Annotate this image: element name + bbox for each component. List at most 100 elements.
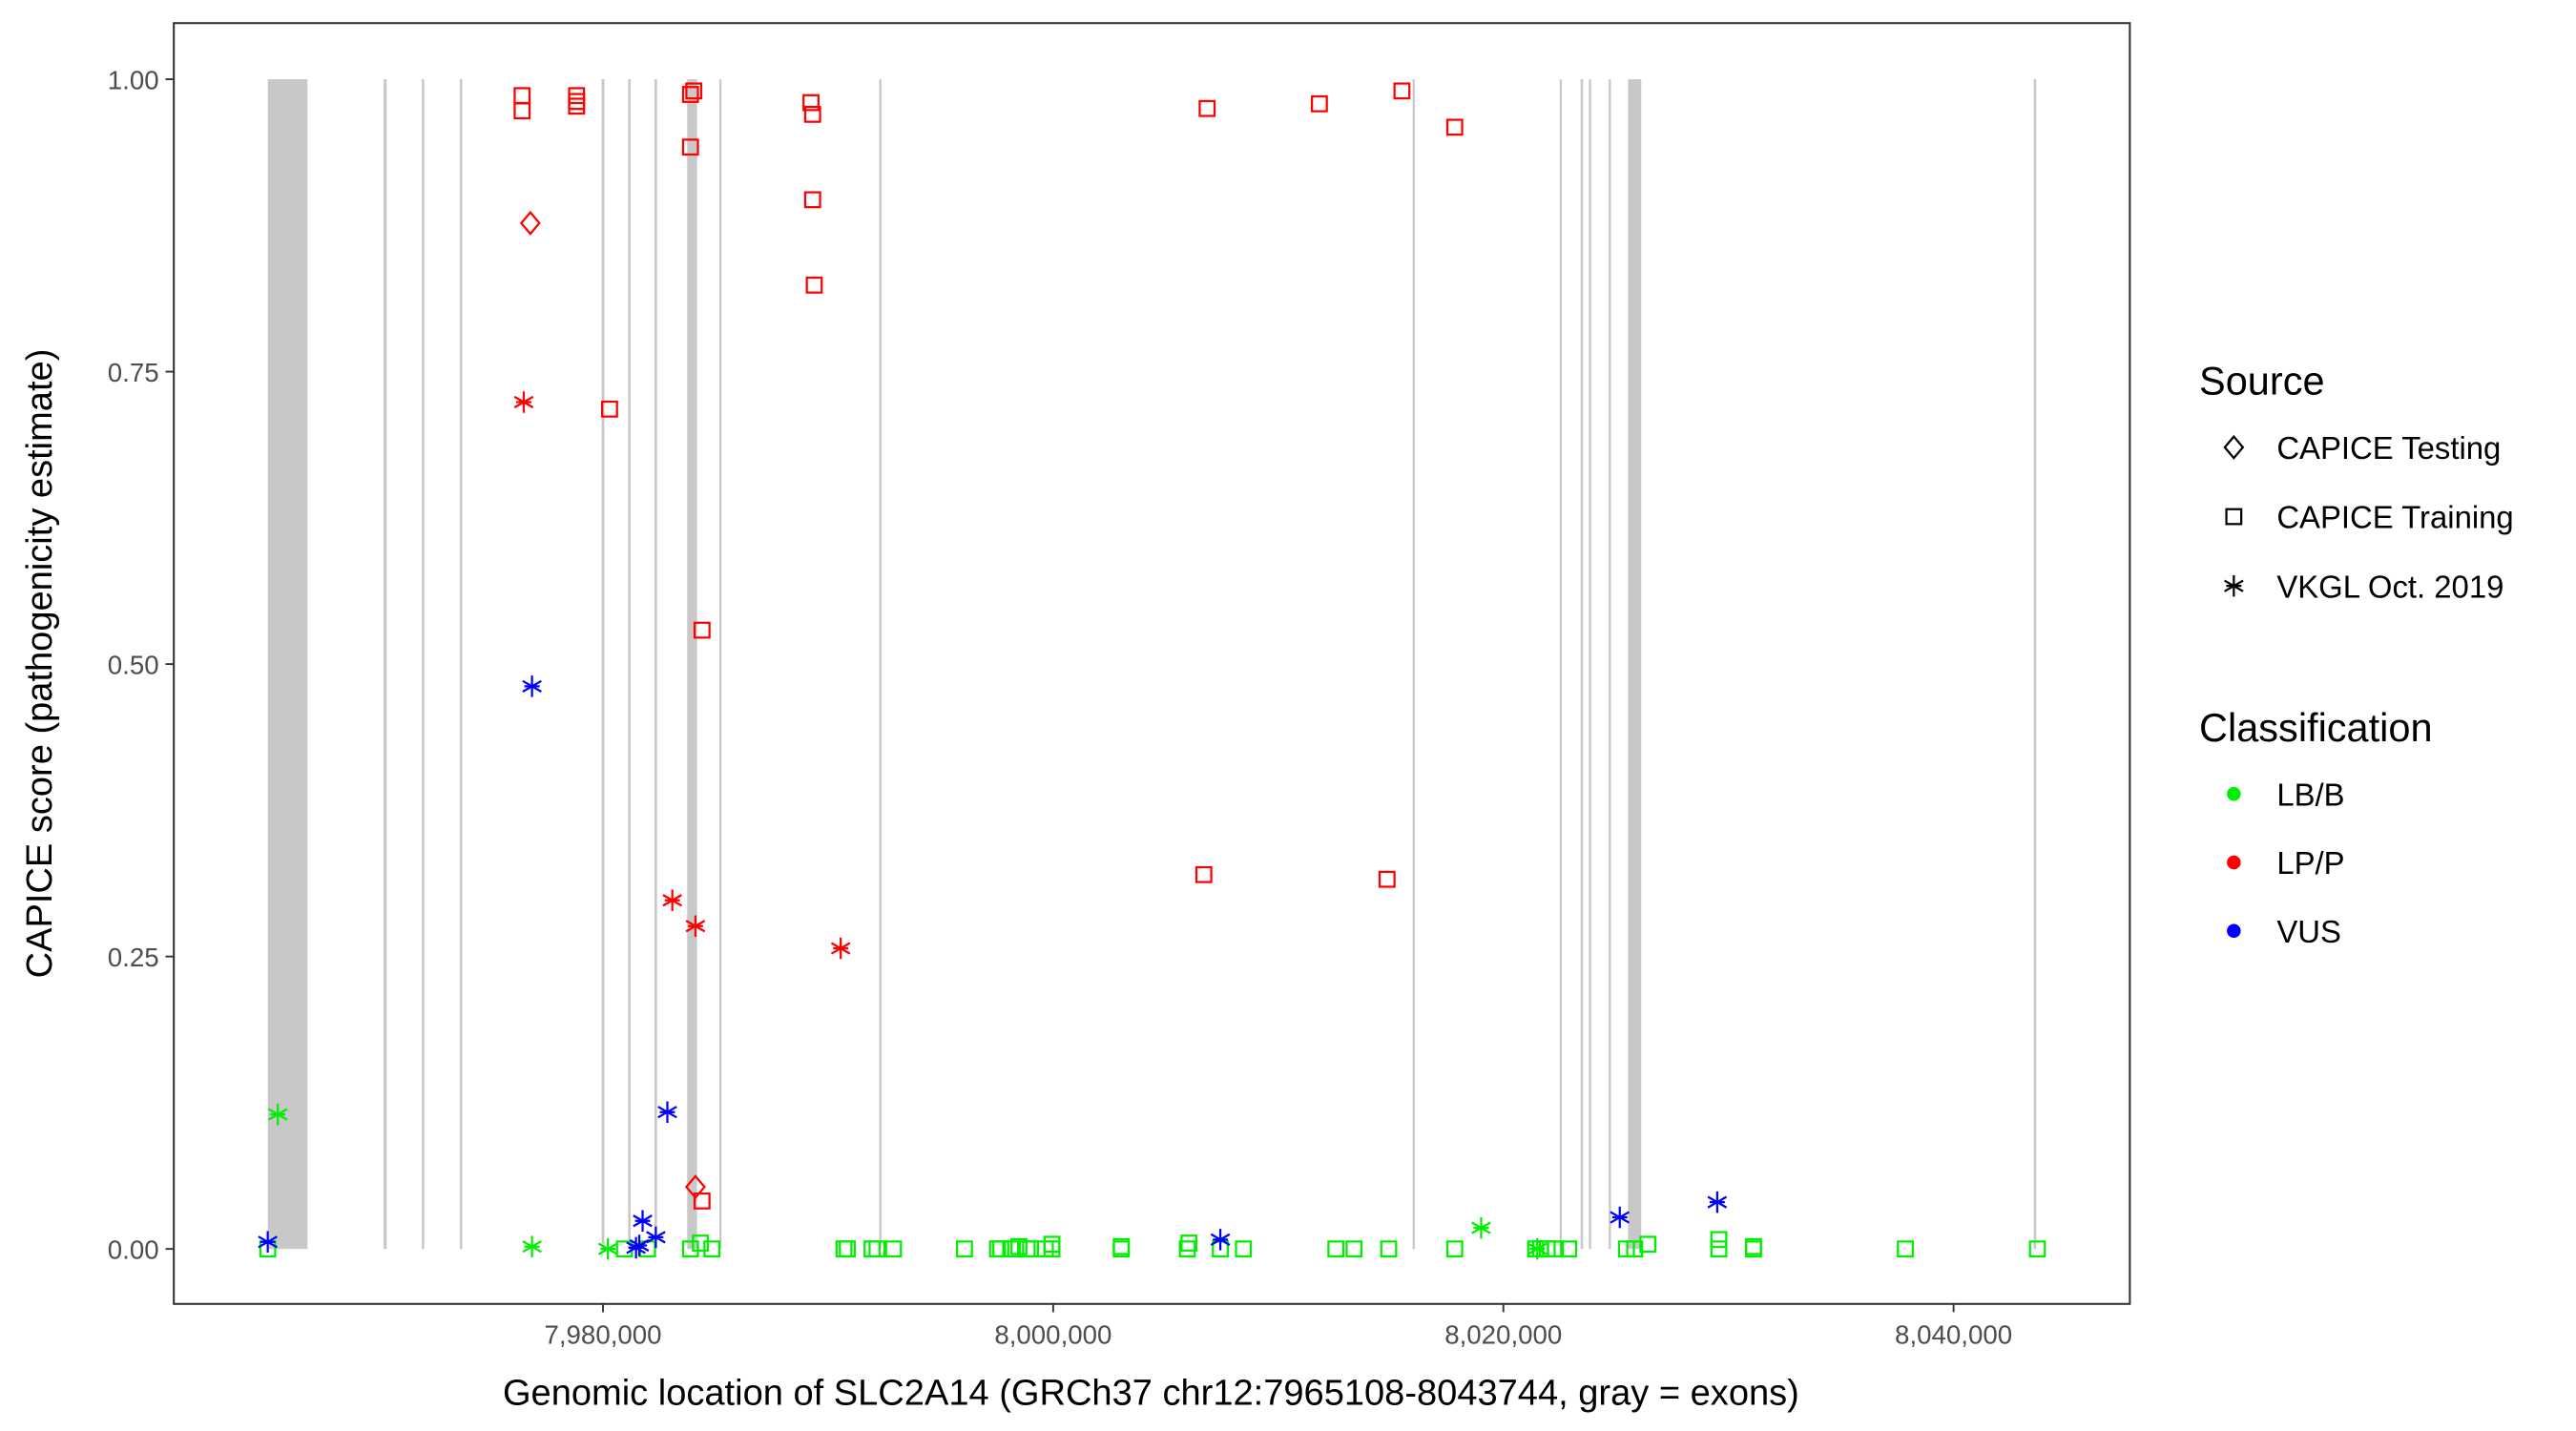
- exon-band: [422, 79, 425, 1250]
- data-point-training: [1639, 1235, 1657, 1254]
- exon-band: [1628, 79, 1642, 1250]
- data-point-training: [955, 1240, 973, 1258]
- data-point-vkgl: [633, 1210, 653, 1232]
- data-point-training: [681, 1240, 699, 1258]
- data-point-training: [1547, 1240, 1565, 1258]
- data-point-training: [1345, 1240, 1363, 1258]
- exon-band: [1412, 79, 1415, 1250]
- data-point-training: [1445, 1240, 1464, 1258]
- data-point-training: [681, 138, 699, 156]
- data-point-training: [1393, 82, 1411, 100]
- exon-band: [1609, 79, 1611, 1250]
- x-tick-label: 8,040,000: [1895, 1319, 2012, 1349]
- data-point-training: [839, 1240, 856, 1258]
- data-point-training: [805, 276, 823, 294]
- data-point-training: [1195, 865, 1213, 883]
- data-point-training: [568, 97, 586, 115]
- data-point-training: [513, 102, 531, 120]
- data-point-vkgl: [685, 915, 706, 938]
- data-point-training: [1327, 1240, 1345, 1258]
- exon-band: [879, 79, 882, 1250]
- data-point-training: [1710, 1231, 1728, 1249]
- x-axis-title: Genomic location of SLC2A14 (GRCh37 chr1…: [503, 1373, 1799, 1413]
- x-tick-label: 7,980,000: [544, 1319, 661, 1349]
- data-point-vkgl: [522, 1235, 542, 1257]
- data-point-vkgl: [1610, 1206, 1631, 1229]
- data-point-training: [601, 400, 618, 418]
- legend-title-source: Source: [2199, 358, 2325, 403]
- y-tick-label: 0.50: [108, 650, 159, 679]
- data-point-training: [1560, 1240, 1578, 1258]
- legend-key-dot-icon: [2227, 923, 2241, 939]
- data-point-training: [1745, 1240, 1762, 1258]
- data-point-vkgl: [662, 889, 682, 912]
- data-points: [258, 82, 2046, 1260]
- exon-band: [383, 79, 387, 1250]
- exon-band: [1580, 79, 1584, 1250]
- data-point-training: [1112, 1237, 1131, 1255]
- data-point-training: [1378, 870, 1396, 888]
- legend-key-dot-icon: [2227, 786, 2241, 801]
- exon-band: [1589, 79, 1591, 1250]
- legend-title-classification: Classification: [2199, 705, 2433, 750]
- exon-band: [654, 79, 657, 1250]
- y-axis-ticks: 0.00 0.25 0.50 0.75 1.00: [108, 65, 175, 1265]
- exon-band: [718, 79, 722, 1250]
- data-point-vkgl: [1707, 1191, 1728, 1213]
- data-point-vkgl: [522, 675, 542, 697]
- exon-band: [687, 79, 697, 1250]
- legend-key-dot-icon: [2227, 855, 2241, 870]
- data-point-training: [703, 1240, 721, 1258]
- data-point-training: [693, 1192, 711, 1210]
- exon-band: [1559, 79, 1562, 1250]
- data-point-training: [1180, 1234, 1198, 1252]
- exon-band: [2033, 79, 2037, 1250]
- data-point-vkgl: [646, 1226, 666, 1249]
- data-point-vkgl: [1527, 1237, 1548, 1260]
- legend-label-classification: LP/P: [2276, 845, 2344, 881]
- data-point-training: [1178, 1240, 1196, 1258]
- data-point-training: [1897, 1240, 1914, 1258]
- data-point-training: [1235, 1240, 1253, 1258]
- data-point-testing: [684, 1174, 706, 1200]
- data-point-vkgl: [1471, 1216, 1491, 1239]
- y-axis-title: CAPICE score (pathogenicity estimate): [20, 349, 60, 979]
- data-point-training: [1710, 1240, 1728, 1258]
- data-point-vkgl: [597, 1237, 618, 1260]
- exon-band: [601, 79, 605, 1250]
- data-point-vkgl: [1210, 1229, 1231, 1251]
- data-point-training: [803, 191, 821, 209]
- data-point-training: [2028, 1240, 2046, 1258]
- data-point-vkgl: [657, 1101, 677, 1123]
- legend-label-source: CAPICE Training: [2276, 500, 2513, 535]
- y-tick-label: 0.75: [108, 358, 159, 387]
- legend-key-diamond-icon: [2223, 434, 2245, 460]
- data-point-training: [681, 86, 699, 103]
- data-point-vkgl: [513, 391, 534, 413]
- y-tick-label: 1.00: [108, 65, 159, 94]
- x-axis-ticks: 7,980,000 8,000,000 8,020,000 8,040,000: [544, 1303, 2012, 1349]
- data-point-training: [1445, 118, 1464, 136]
- data-point-training: [1380, 1240, 1398, 1258]
- x-tick-label: 8,000,000: [994, 1319, 1111, 1349]
- exon-band: [267, 79, 308, 1250]
- data-point-vkgl: [830, 937, 851, 960]
- data-point-training: [1198, 99, 1216, 117]
- legend-label-source: VKGL Oct. 2019: [2276, 569, 2503, 604]
- data-point-vkgl: [629, 1234, 650, 1256]
- data-point-testing: [519, 210, 541, 236]
- data-point-training: [693, 621, 711, 639]
- data-point-training: [1626, 1240, 1644, 1258]
- data-point-training: [692, 1234, 710, 1252]
- legend-key-square-icon: [2225, 508, 2243, 526]
- legend: Source CAPICE Testing CAPICE Training VKGL…: [2199, 358, 2514, 948]
- data-point-training: [802, 93, 820, 112]
- y-tick-label: 0.25: [108, 943, 159, 972]
- x-tick-label: 8,020,000: [1444, 1319, 1562, 1349]
- data-point-training: [1310, 94, 1328, 113]
- data-point-training: [685, 82, 703, 100]
- data-point-training: [868, 1240, 886, 1258]
- data-point-vkgl: [267, 1103, 288, 1126]
